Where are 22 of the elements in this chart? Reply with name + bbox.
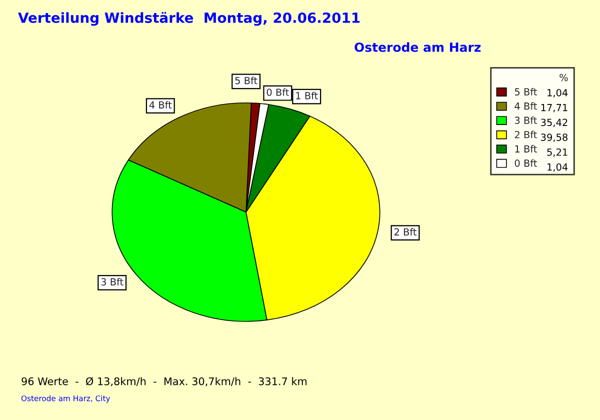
slice-label: 0 Bft: [266, 88, 289, 96]
legend-label: 3 Bft: [514, 116, 537, 124]
legend-label: 5 Bft: [514, 88, 537, 96]
legend-label: 0 Bft: [514, 159, 537, 167]
slice-label: 3 Bft: [101, 278, 124, 286]
data-label: 35,42: [541, 118, 568, 128]
legend-label: 1 Bft: [515, 145, 537, 152]
data-label: 1,04: [548, 163, 568, 172]
legend-title: %: [560, 74, 568, 82]
data-label: 1,04: [548, 89, 568, 98]
slice-label: 2 Bft: [394, 228, 417, 236]
data-label: 17,71: [541, 104, 568, 112]
text: 96 Werte - Ø 13,8km/h - Max. 30,7km/h - 331.7 km: [22, 377, 307, 386]
chart-title: Verteilung Windstärke Montag, 20.06.2011: [18, 12, 360, 26]
data-label: 5,21: [547, 148, 568, 157]
legend-label: 4 Bft: [514, 102, 537, 110]
legend-label: 2 Bft: [514, 130, 537, 138]
slice-label: 4 Bft: [149, 101, 172, 108]
data-label: 39,58: [541, 134, 568, 142]
slice-label: 5 Bft: [235, 76, 258, 84]
slice-label: 1 Bft: [296, 92, 318, 100]
chart-subtitle: Osterode am Harz: [354, 42, 481, 52]
